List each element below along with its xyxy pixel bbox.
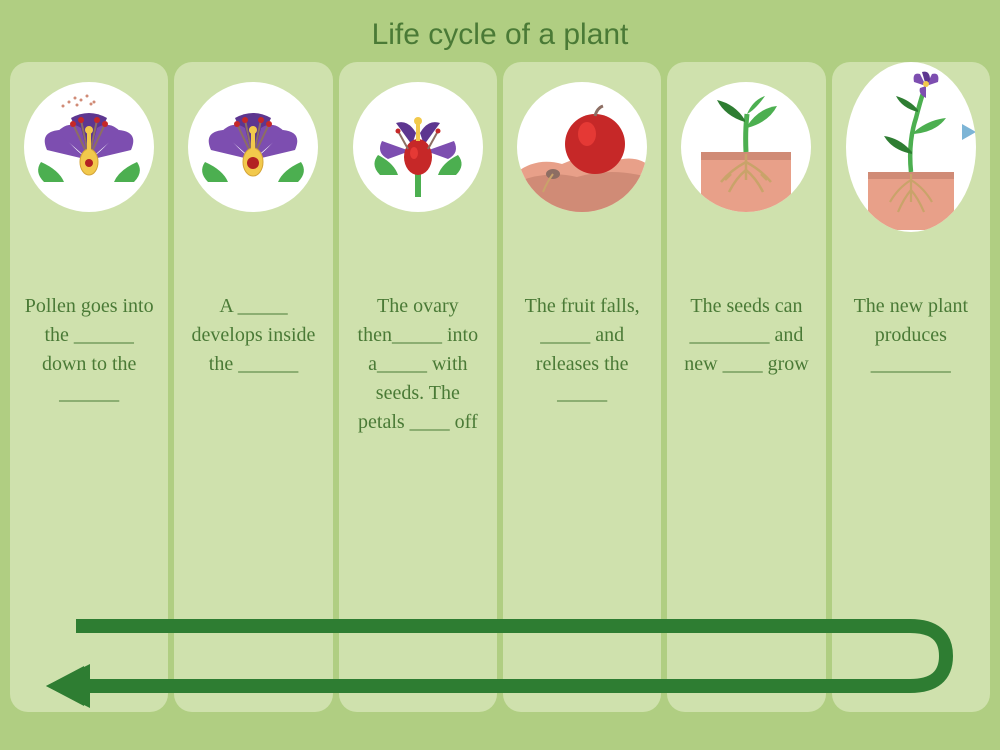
stage-caption: A _____ develops inside the ______: [182, 292, 324, 379]
flower-pollen-icon: [24, 82, 154, 212]
stage-col-pollination: Pollen goes into the ______ down to the …: [10, 62, 168, 712]
stage-col-fruit-forms: The ovary then_____ into a_____ with see…: [339, 62, 497, 712]
page-title: Life cycle of a plant: [0, 0, 1000, 52]
stage-col-fertilization: A _____ develops inside the ______: [174, 62, 332, 712]
flower-seed-forming-icon: [188, 82, 318, 212]
stage-col-new-plant: The new plant produces ________: [832, 62, 990, 712]
stage-caption: The fruit falls, _____ and releases the …: [511, 292, 653, 408]
plant-flower-icon: [846, 62, 976, 232]
flower-ovary-icon: [353, 82, 483, 212]
stage-caption: The new plant produces ________: [840, 292, 982, 379]
stage-columns: Pollen goes into the ______ down to the …: [0, 62, 1000, 712]
stage-caption: Pollen goes into the ______ down to the …: [18, 292, 160, 408]
stage-caption: The ovary then_____ into a_____ with see…: [347, 292, 489, 437]
stage-caption: The seeds can ________ and new ____ grow: [675, 292, 817, 379]
fruit-ground-icon: [517, 82, 647, 212]
sprout-icon: [681, 82, 811, 212]
stage-col-fruit-falls: The fruit falls, _____ and releases the …: [503, 62, 661, 712]
stage-col-germination: The seeds can ________ and new ____ grow: [667, 62, 825, 712]
